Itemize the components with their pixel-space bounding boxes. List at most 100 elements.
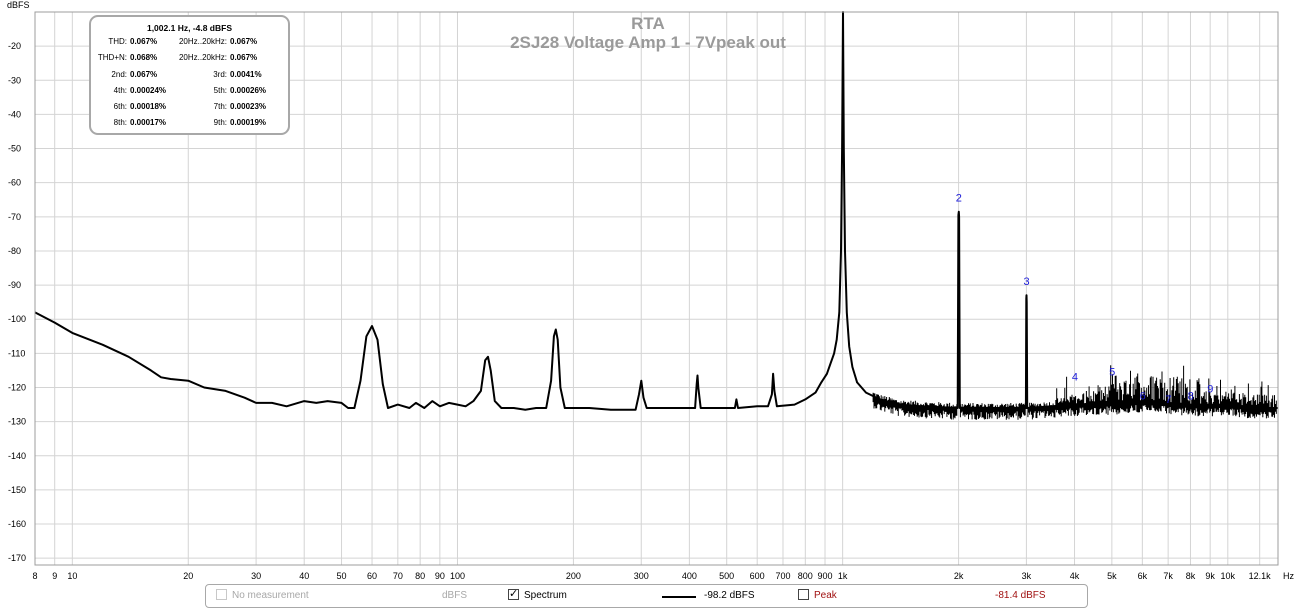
info-label: THD+N:: [97, 53, 127, 63]
y-tick-label: -80: [8, 246, 21, 256]
x-tick-label: 600: [750, 571, 765, 581]
y-tick-label: -60: [8, 178, 21, 188]
x-tick-label: 300: [634, 571, 649, 581]
plot-frame: [34, 11, 1279, 566]
y-tick-label: -160: [8, 519, 26, 529]
y-tick-label: -30: [8, 75, 21, 85]
y-tick-label: -130: [8, 417, 26, 427]
x-tick-label: 10: [67, 571, 77, 581]
no-measurement-checkbox[interactable]: [216, 589, 227, 600]
x-tick-label: 10k: [1221, 571, 1236, 581]
x-tick-label: 9k: [1205, 571, 1215, 581]
x-tick-label: 400: [682, 571, 697, 581]
chart-subtitle: 2SJ28 Voltage Amp 1 - 7Vpeak out: [510, 33, 786, 52]
x-tick-label: 6k: [1138, 571, 1148, 581]
y-tick-label: -90: [8, 280, 21, 290]
x-tick-label: 90: [435, 571, 445, 581]
x-tick-label: 12.1k: [1249, 571, 1272, 581]
spectrum-line-swatch: [662, 596, 696, 598]
x-tick-label: 80: [415, 571, 425, 581]
x-tick-label: 200: [566, 571, 581, 581]
no-measurement-label: No measurement: [232, 590, 309, 601]
x-unit-label: Hz: [1283, 571, 1294, 581]
info-value: 0.067%: [230, 53, 258, 63]
spectrum-value: -98.2 dBFS: [704, 590, 755, 601]
info-value: 0.067%: [130, 69, 158, 79]
info-value: 0.00017%: [130, 118, 167, 128]
harmonic-label: 4: [1072, 372, 1078, 384]
y-tick-label: -140: [8, 451, 26, 461]
info-value: 0.068%: [130, 53, 158, 63]
x-tick-label: 40: [299, 571, 309, 581]
info-value: 0.00019%: [230, 118, 267, 128]
info-row: 4th: 0.00024% 5th: 0.00026%: [91, 86, 288, 102]
x-tick-label: 7k: [1163, 571, 1173, 581]
peak-label: Peak: [814, 590, 837, 601]
harmonic-label: 2: [956, 192, 962, 204]
x-tick-label: 1k: [838, 571, 848, 581]
x-tick-label: 60: [367, 571, 377, 581]
x-tick-label: 800: [798, 571, 813, 581]
y-tick-label: -100: [8, 314, 26, 324]
y-tick-label: -20: [8, 41, 21, 51]
x-tick-label: 100: [450, 571, 465, 581]
harmonic-label: 5: [1109, 367, 1115, 379]
x-tick-label: 3k: [1022, 571, 1032, 581]
x-tick-label: 700: [775, 571, 790, 581]
harmonic-labels: 2 3 4 5 6 7 8 9: [956, 192, 1214, 405]
info-row: 2nd: 0.067% 3rd: 0.0041%: [91, 70, 288, 86]
harmonic-label: 3: [1023, 276, 1029, 288]
y-tick-label: -110: [8, 348, 25, 358]
grid: [34, 12, 1278, 565]
spectrum-checkbox[interactable]: [508, 587, 519, 600]
x-tick-label: 20: [183, 571, 193, 581]
info-row: THD+N: 0.068% 20Hz..20kHz: 0.067%: [91, 53, 288, 69]
fundamental-readout: 1,002.1 Hz, -4.8 dBFS: [146, 23, 233, 33]
info-value: 0.00018%: [130, 102, 167, 112]
peak-value: -81.4 dBFS: [995, 590, 1046, 601]
y-tick-label: -120: [8, 382, 26, 392]
y-tick-label: -40: [8, 109, 21, 119]
legend-bar: No measurement dBFS Spectrum -98.2 dBFS …: [205, 584, 1088, 608]
y-tick-label: -170: [8, 553, 26, 563]
y-tick-label: -70: [8, 212, 21, 222]
info-value: 0.067%: [230, 37, 258, 46]
info-row: 8th: 0.00017% 9th: 0.00019%: [91, 118, 288, 134]
info-label: 8th:: [113, 118, 127, 128]
info-label: 2nd:: [111, 69, 127, 79]
x-tick-label: 900: [818, 571, 833, 581]
info-label: 9th:: [213, 118, 227, 128]
spectrum-trace: [34, 11, 1278, 420]
info-label: 5th:: [213, 85, 227, 95]
info-label: 4th:: [113, 85, 127, 95]
x-tick-label: 500: [719, 571, 734, 581]
info-label: 6th:: [113, 102, 127, 112]
info-label: THD:: [108, 37, 127, 46]
noise-floor: [872, 365, 1277, 420]
x-tick-label: 8: [32, 571, 37, 581]
info-value: 0.00024%: [130, 85, 167, 95]
info-label: 20Hz..20kHz:: [178, 37, 227, 46]
distortion-info-panel: 1,002.1 Hz, -4.8 dBFS THD: 0.067% 20Hz..20…: [89, 15, 290, 135]
peak-checkbox[interactable]: [798, 589, 809, 600]
info-value: 0.00026%: [230, 85, 267, 95]
harmonic-label: 6: [1140, 390, 1146, 402]
x-tick-label: 5k: [1107, 571, 1117, 581]
harmonic-label: 9: [1207, 384, 1213, 396]
y-tick-label: -50: [8, 144, 21, 154]
harmonic-label: 8: [1188, 390, 1194, 402]
x-tick-label: 30: [251, 571, 261, 581]
chart-title: RTA: [631, 14, 665, 33]
info-label: 7th:: [213, 102, 227, 112]
x-tick-label: 2k: [954, 571, 964, 581]
info-value: 0.0041%: [230, 69, 262, 79]
x-tick-label: 8k: [1186, 571, 1196, 581]
axes: 8 9 10 20 30 40 50 60 70 80 90 100 200 300 400 500 600 70…: [8, 11, 1294, 581]
info-value: 0.067%: [130, 37, 158, 46]
x-tick-label: 70: [393, 571, 403, 581]
y-axis-label: dBFS: [7, 0, 30, 10]
info-row: THD: 0.067% 20Hz..20kHz: 0.067%: [91, 37, 288, 53]
x-tick-label: 9: [52, 571, 57, 581]
spectrum-label: Spectrum: [524, 590, 567, 601]
